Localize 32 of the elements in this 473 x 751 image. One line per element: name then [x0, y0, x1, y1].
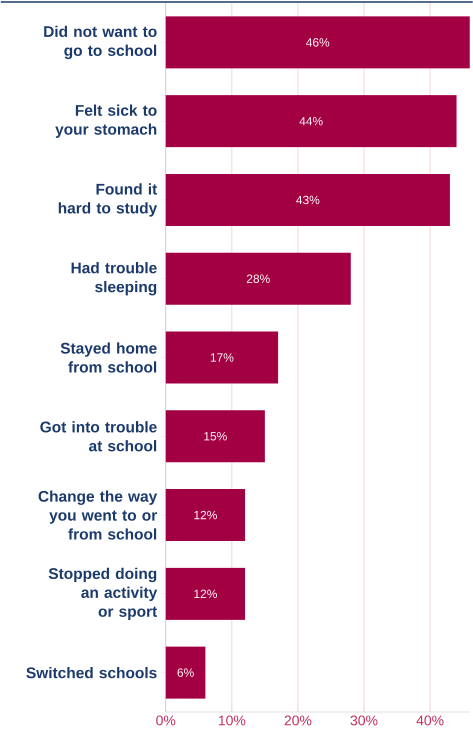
data-label: 43% [296, 196, 320, 204]
data-label: 12% [194, 510, 217, 520]
bar [166, 489, 245, 542]
x-tick-label: 10% [218, 716, 246, 726]
data-label: 44% [299, 116, 322, 126]
bar [166, 568, 245, 620]
data-label: 46% [306, 38, 330, 47]
bar [166, 252, 351, 305]
y-tick-label: Found it hard to study [58, 183, 157, 217]
y-tick-label: Felt sick to your stomach [55, 104, 156, 138]
bar [166, 646, 206, 699]
data-label: 12% [194, 590, 217, 598]
y-tick-label: Stopped doing an activity or sport [48, 568, 157, 620]
y-tick-label: Had trouble sleeping [71, 262, 156, 296]
y-tick-label: Change the way you went to or from school [38, 490, 157, 540]
y-tick-label: Stayed home from school [60, 342, 156, 373]
x-tick-label: 0% [156, 716, 176, 726]
data-label: 28% [246, 274, 270, 283]
data-label: 17% [210, 353, 234, 362]
bar [166, 174, 450, 226]
data-label: 15% [204, 432, 227, 440]
y-tick-label: Switched schools [26, 666, 156, 678]
bar [166, 95, 456, 148]
y-tick-label: Did not want to go to school [44, 26, 156, 60]
bar [166, 16, 470, 68]
bar [166, 332, 278, 384]
x-tick-label: 20% [284, 716, 312, 726]
x-tick-label: 30% [350, 716, 378, 726]
bar [166, 410, 265, 462]
data-label: 6% [177, 668, 194, 677]
y-tick-label: Got into trouble at school [40, 421, 156, 452]
x-tick-label: 40% [416, 716, 444, 726]
